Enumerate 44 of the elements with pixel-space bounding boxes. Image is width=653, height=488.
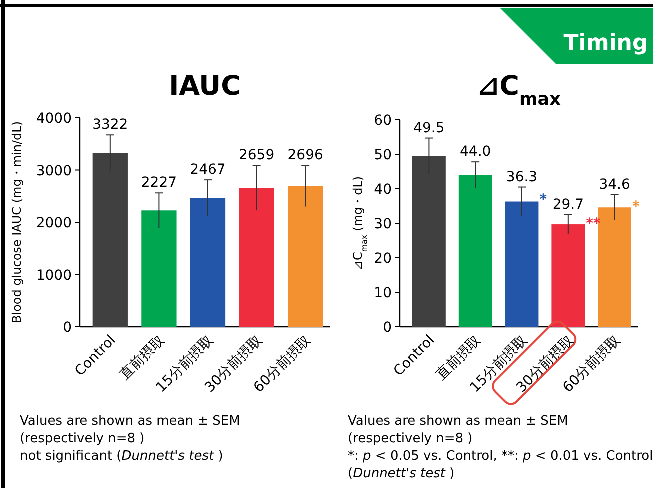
y-tick-label: 0 [63, 320, 72, 336]
y-axis-title: Blood glucose IAUC (mg・min/dL) [10, 122, 24, 324]
y-tick-label: 2000 [36, 216, 72, 232]
chart-title: IAUC [169, 71, 241, 102]
data-label: 2696 [288, 147, 324, 164]
data-label: 49.5 [414, 120, 445, 136]
bar [142, 210, 177, 327]
data-label: 2659 [238, 148, 275, 164]
y-tick-label: 4000 [36, 111, 72, 127]
y-tick-label: 30 [374, 216, 392, 232]
data-label: 29.7 [552, 196, 584, 213]
y-tick-label: 60 [374, 113, 392, 129]
data-label: 44.0 [460, 144, 492, 160]
text: (respectively n=8 ) [348, 432, 473, 446]
bar [552, 224, 586, 327]
annotation: * [540, 192, 548, 208]
y-tick-label: 3000 [36, 163, 72, 180]
annotation: * [632, 198, 641, 215]
bar [92, 153, 128, 327]
y-tick-label: 10 [374, 286, 392, 302]
bar [190, 198, 226, 327]
y-tick-label: 40 [374, 182, 392, 198]
data-label: 3322 [92, 117, 128, 134]
text: (respectively n=8 ) [20, 432, 145, 446]
y-tick-label: 1000 [36, 268, 72, 284]
data-label: 2227 [141, 175, 178, 192]
data-label: 34.6 [599, 176, 630, 193]
text: not significant (Dunnett's test ) [20, 449, 224, 464]
text: *: p < 0.05 vs. Control, **: p < 0.01 vs. Control [348, 449, 653, 464]
y-tick-label: 0 [383, 320, 392, 336]
y-tick-label: 20 [374, 251, 392, 267]
text: Values are shown as mean ± SEM [348, 414, 568, 429]
data-label: 2467 [190, 162, 226, 178]
bar [239, 188, 274, 327]
text: (Dunnett's test ) [348, 466, 455, 482]
text: Timing [564, 31, 648, 56]
y-tick-label: 50 [374, 148, 392, 164]
bar [505, 202, 539, 327]
text: Values are shown as mean ± SEM [20, 414, 240, 429]
data-label: 36.3 [506, 169, 538, 186]
chart-title: ⊿C$_{max}$ [477, 71, 562, 110]
bar [458, 175, 492, 327]
bar [412, 156, 446, 327]
bar [288, 186, 324, 327]
